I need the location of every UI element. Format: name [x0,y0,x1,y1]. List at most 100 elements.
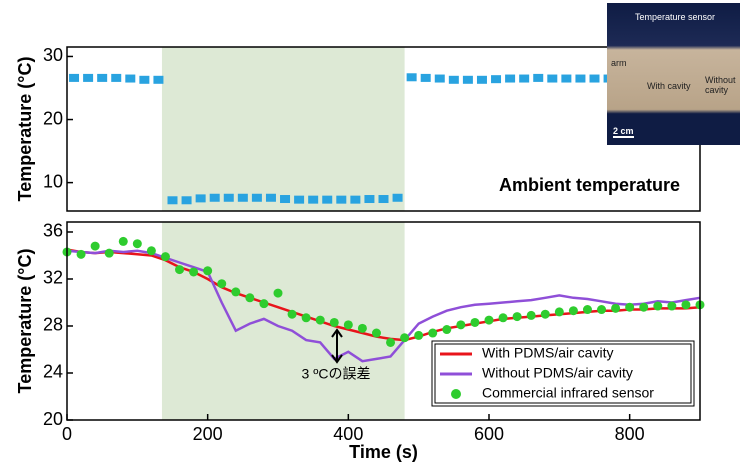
annotation: 3 ºCの誤差 [302,366,371,382]
data-point [575,74,586,83]
x-axis-label: Time (s) [349,442,418,462]
y-tick-label: 24 [43,362,63,382]
data-line [66,249,701,363]
inset-label: arm [611,58,627,68]
legend-marker [451,389,461,399]
x-tick-label: 600 [474,424,504,444]
data-point [223,193,234,202]
data-point [189,267,199,277]
data-point [153,75,164,84]
data-point [611,303,621,313]
data-point [76,249,86,259]
data-point [118,236,128,246]
data-point [111,73,122,82]
y-tick-label: 10 [43,171,63,191]
data-point [237,193,248,202]
data-point [442,325,452,335]
annotation-arrow [331,328,343,364]
data-point [505,74,516,83]
shaded-region [161,47,405,211]
data-point [280,195,291,204]
data-point [364,195,375,204]
annotation: Ambient temperature [499,175,680,195]
inset-label: With cavity [647,81,691,91]
data-point [167,196,178,205]
inset-label: Temperature sensor [635,12,716,22]
data-point [568,306,578,316]
data-point [90,241,100,251]
inset-label: 2 cm [613,126,634,138]
data-point [554,307,564,317]
data-point [315,315,325,325]
data-point [231,287,241,297]
y-tick-label: 32 [43,268,63,288]
data-point [434,74,445,83]
data-point [357,323,367,333]
y-axis-label: Temperature (°C) [15,57,35,202]
legend-label: With PDMS/air cavity [482,345,613,361]
data-point [265,193,276,202]
data-point [526,310,536,320]
shaded-region [161,222,405,420]
data-point [104,248,114,258]
data-point [597,305,607,315]
data-point [540,309,550,319]
y-tick-label: 30 [43,45,63,65]
legend-box-inner [434,343,692,404]
legend-label: Commercial infrared sensor [482,385,654,401]
data-point [273,288,283,298]
data-point [203,266,213,276]
data-point [97,73,108,82]
data-point [470,317,480,327]
data-point [400,333,410,343]
data-point [681,300,691,310]
x-tick-label: 200 [193,424,223,444]
data-point [428,328,438,338]
data-point [175,265,185,275]
inset-label: Without cavity [705,75,736,95]
data-point [498,313,508,323]
data-point [653,301,663,311]
y-axis-label: Temperature (°C) [15,249,35,394]
data-point [392,193,403,202]
data-point [462,75,473,84]
data-point [448,75,459,84]
data-point [287,309,297,319]
data-point [217,279,227,289]
data-point [329,317,339,327]
data-point [639,302,649,312]
data-point [83,73,94,82]
data-point [322,195,333,204]
data-point [195,194,206,203]
data-point [512,312,522,322]
data-point [491,75,502,84]
data-point [139,75,150,84]
data-point [245,293,255,303]
data-point [132,239,142,249]
data-point [251,193,262,202]
data-point [209,193,220,202]
legend-box [431,340,695,407]
data-point [125,74,136,83]
data-point [582,305,592,315]
data-point [561,74,572,83]
data-point [589,74,600,83]
data-point [69,73,80,82]
data-point [456,320,466,330]
data-point [259,299,269,309]
y-tick-label: 36 [43,221,63,241]
y-tick-label: 20 [43,108,63,128]
plot-frame [66,221,701,421]
data-point [301,313,311,323]
inset-photo: Temperature sensor arm With cavity Without … [607,3,740,145]
x-tick-label: 800 [615,424,645,444]
data-point [378,195,389,204]
data-point [519,74,530,83]
data-point [547,74,558,83]
data-point [308,195,319,204]
data-point [625,302,635,312]
legend-label: Without PDMS/air cavity [482,365,633,381]
data-point [420,73,431,82]
